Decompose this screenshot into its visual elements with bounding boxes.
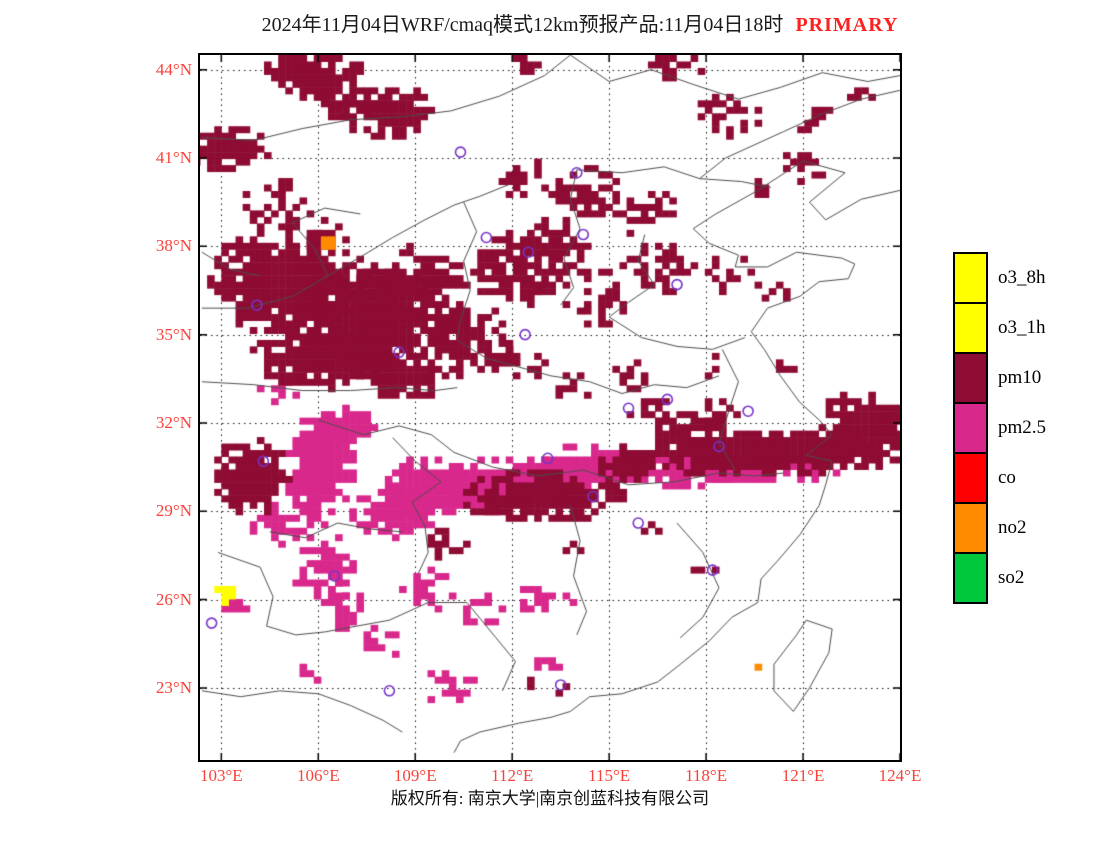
lat-tick-label: 38°N xyxy=(155,236,192,256)
lat-tick-label: 44°N xyxy=(155,59,192,79)
lat-tick-label: 35°N xyxy=(155,324,192,344)
lon-tick-label: 115°E xyxy=(588,766,631,785)
lon-tick-label: 106°E xyxy=(296,766,340,785)
legend-item-co: co xyxy=(953,452,1046,504)
legend-item-so2: so2 xyxy=(953,552,1046,604)
legend-label: co xyxy=(998,467,1016,488)
forecast-map xyxy=(200,55,900,760)
legend: o3_8h o3_1h pm10 pm2.5 co no2 so2 xyxy=(953,252,1046,604)
legend-item-o3_1h: o3_1h xyxy=(953,302,1046,354)
legend-swatch-pm10 xyxy=(953,352,988,404)
legend-swatch-no2 xyxy=(953,502,988,554)
legend-swatch-so2 xyxy=(953,552,988,604)
legend-label: no2 xyxy=(998,517,1027,538)
lon-tick-label: 124°E xyxy=(878,766,922,785)
legend-item-o3_8h: o3_8h xyxy=(953,252,1046,304)
lon-tick-label: 103°E xyxy=(199,766,243,785)
copyright-footer: 版权所有: 南京大学|南京创蓝科技有限公司 xyxy=(390,789,710,808)
map-frame xyxy=(198,53,902,762)
lat-tick-label: 29°N xyxy=(155,501,192,521)
lat-tick-label: 41°N xyxy=(155,148,192,168)
legend-item-pm2.5: pm2.5 xyxy=(953,402,1046,454)
title-highlight: PRIMARY xyxy=(795,14,899,36)
legend-swatch-co xyxy=(953,452,988,504)
lon-tick-label: 112°E xyxy=(491,766,534,785)
title-text: 2024年11月04日WRF/cmaq模式12km预报产品:11月04日18时 xyxy=(261,14,784,36)
lon-tick-label: 109°E xyxy=(393,766,437,785)
legend-item-pm10: pm10 xyxy=(953,352,1046,404)
legend-label: o3_8h xyxy=(998,267,1046,288)
page-title: 2024年11月04日WRF/cmaq模式12km预报产品:11月04日18时 P… xyxy=(140,8,1020,37)
legend-swatch-o3_1h xyxy=(953,302,988,354)
lat-tick-label: 32°N xyxy=(155,412,192,432)
legend-label: pm10 xyxy=(998,367,1042,388)
lat-tick-label: 23°N xyxy=(155,677,192,697)
legend-swatch-pm2.5 xyxy=(953,402,988,454)
lon-tick-label: 118°E xyxy=(685,766,728,785)
legend-item-no2: no2 xyxy=(953,502,1046,554)
lat-tick-label: 26°N xyxy=(155,589,192,609)
legend-swatch-o3_8h xyxy=(953,252,988,304)
lon-tick-label: 121°E xyxy=(781,766,825,785)
legend-label: so2 xyxy=(998,567,1025,588)
legend-label: pm2.5 xyxy=(998,417,1047,438)
legend-label: o3_1h xyxy=(998,317,1046,338)
